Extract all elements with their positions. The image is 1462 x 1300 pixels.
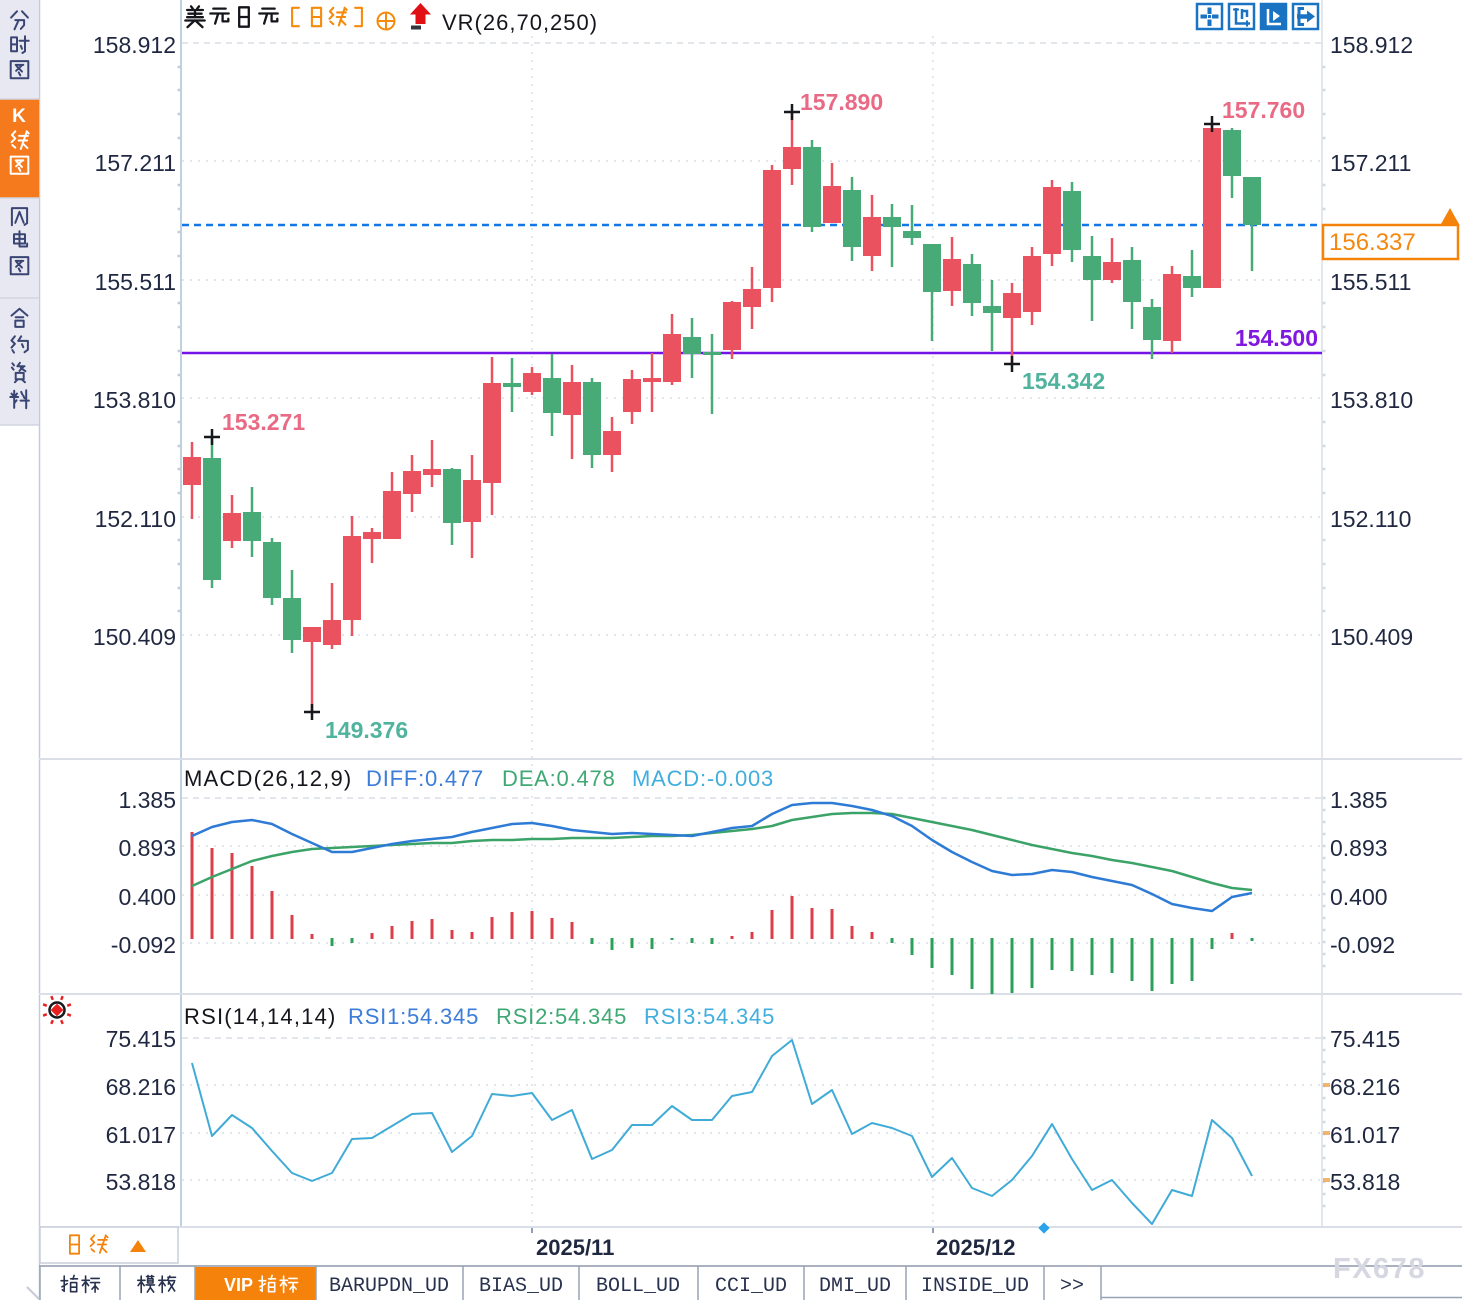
svg-text:VIP: VIP [224,1275,253,1295]
svg-text:K: K [12,106,26,127]
